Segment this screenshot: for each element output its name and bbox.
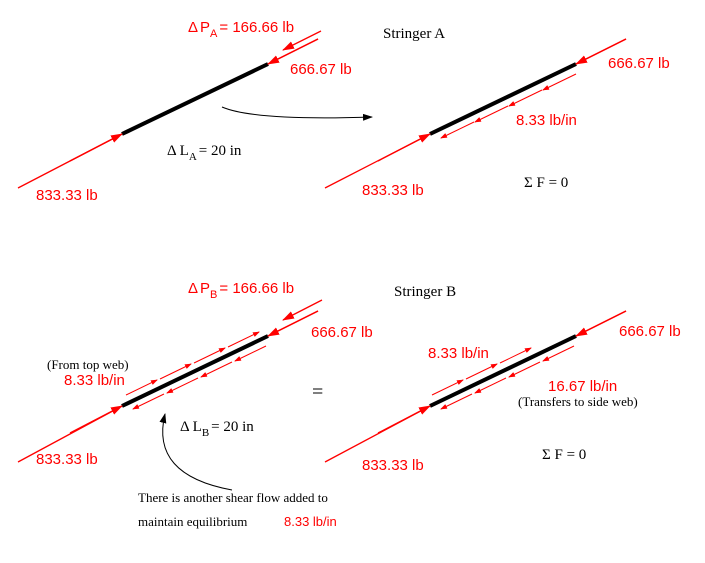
stringer-b-delta-p-label: Δ PB = 166.66 lb [188, 280, 294, 301]
stringer-a-right-bottom-arrow [377, 133, 431, 162]
stringer-b-sum-f: Σ F = 0 [542, 447, 586, 463]
stringer-b-bottom-force-arrow [69, 405, 123, 434]
shear-arrow [200, 361, 233, 378]
stringer-a-bottom-force-arrow [69, 133, 123, 162]
equilibrium-note-line2: maintain equilibrium [138, 514, 247, 529]
shear-arrow [542, 73, 577, 91]
stringer-b-right-member [429, 334, 577, 408]
stringer-a-shear-flow-label: 8.33 lb/in [516, 112, 577, 129]
stringer-a-right-top-load: 666.67 lb [608, 55, 670, 72]
stringer-b-right-upper-shear-arrows [431, 347, 532, 396]
stringer-b-right-upper-shear-flow: 8.33 lb/in [428, 345, 489, 362]
stringer-a-left-member [121, 62, 269, 136]
stringer-b-right-lower-shear-arrows [440, 345, 575, 410]
stringer-a-delta-p-label: Δ PA = 166.66 lb [188, 19, 294, 40]
shear-arrow [159, 363, 192, 380]
stringer-b-top-load-label: 666.67 lb [311, 324, 373, 341]
shear-arrow [431, 379, 464, 396]
shear-arrow [508, 89, 543, 107]
stringer-b-right-bottom-arrow [377, 405, 431, 434]
shear-arrow [132, 393, 165, 410]
stringer-b-left: Δ PB = 166.66 lb 666.67 lb (From top web) … [17, 280, 373, 491]
stringer-b-right-bottom-load: 833.33 lb [362, 457, 424, 474]
shear-arrow [499, 347, 532, 364]
equilibrium-note-line1: There is another shear flow added to [138, 490, 328, 505]
stringer-b-left-member [121, 334, 269, 408]
stringer-a-transition-arrow [221, 106, 373, 121]
stringer-a-shear-flow-arrows [440, 73, 577, 139]
stringer-a-right-top-arrow [575, 38, 627, 65]
stringer-b-right-top-load: 666.67 lb [619, 323, 681, 340]
shear-arrow [474, 105, 509, 123]
shear-arrow [227, 331, 260, 348]
shear-arrow [440, 121, 475, 139]
stringer-a-right-bottom-load: 833.33 lb [362, 182, 424, 199]
shear-arrow [125, 379, 158, 396]
shear-arrow [440, 393, 473, 410]
stringer-b-right-top-arrow [575, 310, 627, 337]
stringer-b-top-force-arrow [267, 310, 319, 337]
stringer-a-title: Stringer A [383, 26, 445, 42]
stringer-a-right: 666.67 lb 8.33 lb/in 833.33 lb Σ F = 0 [324, 38, 670, 199]
shear-arrow [166, 377, 199, 394]
stringer-a-top-force-arrow [267, 38, 319, 65]
stringer-a-right-member [429, 62, 577, 136]
stringer-b-right-lower-shear-flow: 16.67 lb/in [548, 378, 617, 395]
stringer-a-delta-l-label: Δ LA = 20 in [167, 143, 242, 163]
stringer-b-lower-shear-arrows [132, 345, 267, 410]
shear-arrow [193, 347, 226, 364]
stringer-a-top-load-label: 666.67 lb [290, 61, 352, 78]
shear-arrow [542, 345, 575, 362]
shear-arrow [508, 361, 541, 378]
stringer-b-transfers-note: (Transfers to side web) [518, 394, 638, 409]
stringer-a-left: Δ PA = 166.66 lb 666.67 lb 833.33 lb Δ LA = … [17, 19, 373, 204]
equals-sign: = [312, 381, 323, 403]
stringer-b-title: Stringer B [394, 284, 456, 300]
stringer-b-delta-p-arrow [282, 299, 323, 321]
stringer-a-delta-p-arrow [282, 30, 322, 51]
stringer-b-right: 666.67 lb 8.33 lb/in 16.67 lb/in (Transf… [324, 310, 681, 474]
shear-arrow [234, 345, 267, 362]
stringer-b-upper-shear-arrows [125, 331, 260, 396]
stringer-b-delta-l-label: Δ LB = 20 in [180, 419, 254, 439]
stringer-b-note-pointer-arrow [159, 413, 233, 491]
shear-arrow [474, 377, 507, 394]
equilibrium-note-value: 8.33 lb/in [284, 514, 337, 529]
stringer-a-sum-f: Σ F = 0 [524, 175, 568, 191]
shear-arrow [465, 363, 498, 380]
stringer-b-from-top-web: (From top web) [47, 357, 129, 372]
stringer-a-bottom-load-label: 833.33 lb [36, 187, 98, 204]
stringer-b-left-shear-flow: 8.33 lb/in [64, 372, 125, 389]
stringer-b-bottom-load-label: 833.33 lb [36, 451, 98, 468]
